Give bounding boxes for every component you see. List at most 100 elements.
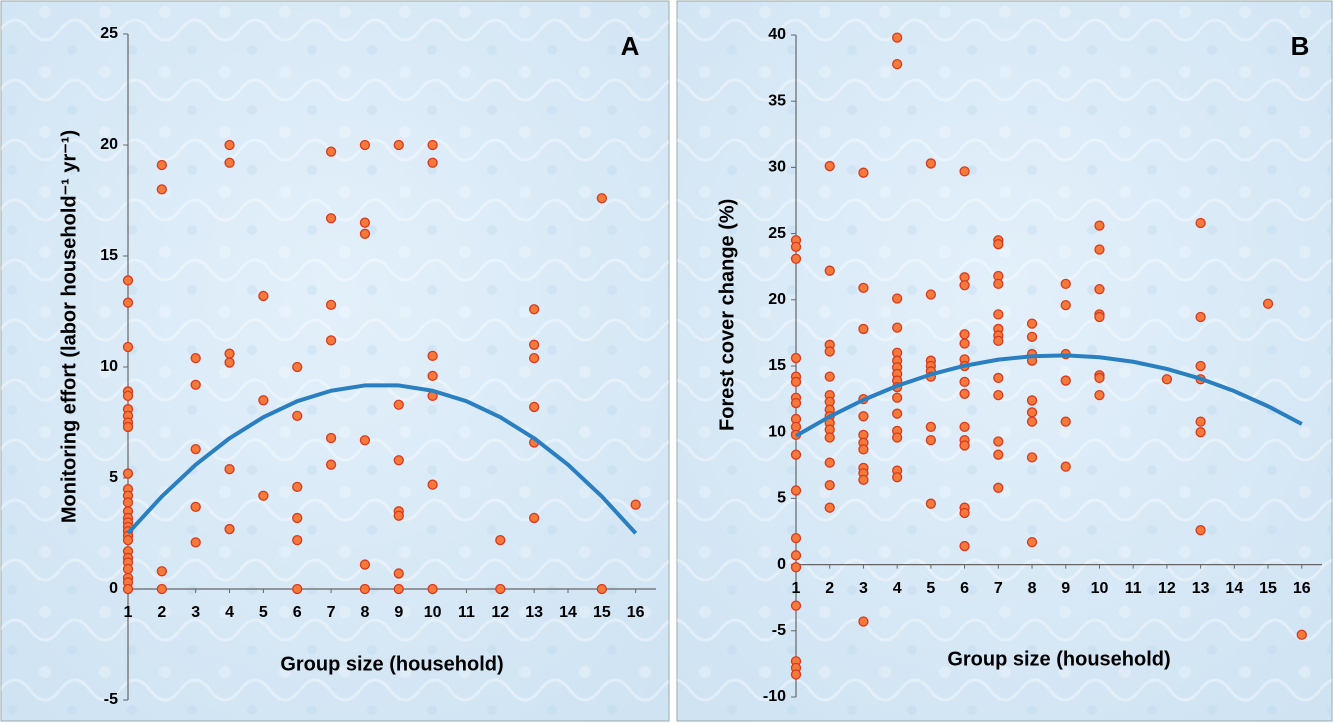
y-tick-label: -5 xyxy=(104,691,118,708)
data-point xyxy=(824,346,835,357)
data-point xyxy=(824,265,835,276)
data-point xyxy=(359,228,371,239)
y-tick-label: 5 xyxy=(109,469,118,486)
data-point xyxy=(858,444,869,455)
x-tick-label: 16 xyxy=(627,604,645,621)
data-point xyxy=(156,566,167,577)
data-point xyxy=(1195,217,1206,229)
data-point xyxy=(630,499,641,510)
x-tick-label: 11 xyxy=(1125,580,1142,597)
data-point xyxy=(292,512,303,524)
data-point xyxy=(790,562,802,573)
x-tick-label: 2 xyxy=(157,604,166,621)
data-point xyxy=(1026,407,1038,418)
y-tick-label: 0 xyxy=(109,580,118,597)
data-point xyxy=(122,390,134,402)
data-point xyxy=(1026,395,1038,406)
data-point xyxy=(122,275,134,286)
data-point xyxy=(824,371,835,382)
data-point xyxy=(325,213,337,224)
y-tick-label: 10 xyxy=(768,423,786,440)
data-point xyxy=(1060,299,1071,311)
panel-label: A xyxy=(621,31,640,61)
data-point xyxy=(993,309,1004,320)
data-point xyxy=(122,468,134,479)
data-point xyxy=(258,490,269,501)
data-point xyxy=(1195,360,1206,372)
data-point xyxy=(1026,331,1038,343)
data-point xyxy=(858,411,869,422)
data-point xyxy=(224,357,235,368)
data-point xyxy=(393,583,404,595)
x-tick-label: 12 xyxy=(1158,580,1176,597)
data-point xyxy=(858,474,869,486)
data-point xyxy=(359,139,371,151)
data-point xyxy=(292,583,303,595)
fit-curve xyxy=(126,383,638,535)
data-point xyxy=(925,421,937,433)
data-point xyxy=(959,376,970,388)
y-tick-label: 0 xyxy=(777,556,786,573)
data-point xyxy=(993,278,1004,290)
data-point xyxy=(427,157,438,168)
data-point xyxy=(959,540,970,552)
x-tick-label: 13 xyxy=(1192,580,1210,597)
data-point xyxy=(1195,525,1206,536)
data-point xyxy=(1094,220,1105,231)
data-point xyxy=(959,388,970,399)
x-tick-label: 14 xyxy=(1225,580,1243,597)
data-point xyxy=(122,497,134,508)
data-point xyxy=(892,58,903,70)
data-point xyxy=(224,348,235,359)
data-point xyxy=(790,241,802,252)
data-point xyxy=(1060,375,1071,386)
data-point xyxy=(892,392,903,403)
data-point xyxy=(959,421,970,433)
data-point xyxy=(393,399,404,410)
data-point xyxy=(1094,311,1105,323)
data-point xyxy=(925,498,937,509)
y-axis-label: Monitoring effort (labor household⁻¹ yr⁻… xyxy=(58,130,80,523)
y-tick-label: 15 xyxy=(768,357,786,374)
data-point xyxy=(790,532,802,544)
y-tick-label: -5 xyxy=(772,622,786,639)
x-tick-label: 5 xyxy=(259,604,268,621)
data-point xyxy=(790,397,802,409)
data-point xyxy=(993,389,1004,401)
y-tick-label: 5 xyxy=(777,490,786,507)
x-tick-label: 1 xyxy=(124,604,133,621)
data-point xyxy=(824,502,835,513)
data-point xyxy=(224,157,235,168)
x-tick-label: 12 xyxy=(491,604,509,621)
data-point xyxy=(892,322,903,333)
x-tick-label: 7 xyxy=(327,604,336,621)
data-point xyxy=(1161,374,1173,385)
data-point xyxy=(959,338,970,349)
data-point xyxy=(393,139,404,151)
data-point xyxy=(925,289,937,300)
data-point xyxy=(1094,372,1105,384)
data-point xyxy=(190,379,201,390)
data-point xyxy=(292,535,303,546)
data-point xyxy=(824,160,835,172)
data-point xyxy=(495,535,506,546)
x-tick-label: 16 xyxy=(1293,580,1311,597)
data-point xyxy=(790,352,802,364)
y-tick-label: 10 xyxy=(100,358,118,375)
x-tick-label: 8 xyxy=(1028,580,1037,597)
data-point xyxy=(325,299,337,310)
x-tick-label: 15 xyxy=(1259,580,1277,597)
y-axis-label: Forest cover change (%) xyxy=(716,199,738,431)
data-point xyxy=(790,376,802,388)
y-tick-label: 35 xyxy=(768,92,786,109)
data-point xyxy=(224,523,235,535)
data-point xyxy=(1262,298,1274,309)
data-point xyxy=(1094,284,1105,295)
data-point xyxy=(1026,452,1038,463)
data-point xyxy=(790,485,802,496)
data-point xyxy=(325,335,337,346)
data-point xyxy=(292,410,303,421)
data-point xyxy=(122,421,134,433)
